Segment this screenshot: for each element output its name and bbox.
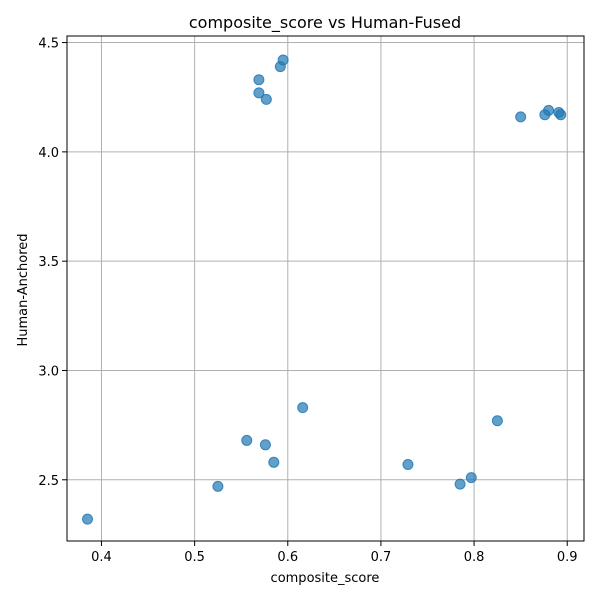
plot-frame (66, 35, 585, 542)
scatter-point (241, 434, 253, 446)
x-tick-label: 0.7 (371, 550, 392, 565)
chart-title: composite_score vs Human-Fused (189, 13, 461, 33)
y-tick-label: 4.0 (38, 146, 59, 161)
scatter-point (555, 109, 567, 121)
x-tick-label: 0.8 (464, 550, 485, 565)
scatter-point (277, 54, 289, 66)
scatter-point (465, 472, 477, 484)
scatter-point (259, 439, 271, 451)
scatter-point (454, 478, 466, 490)
scatter-point (268, 456, 280, 468)
scatter-point (491, 415, 503, 427)
x-tick-label: 0.9 (557, 550, 578, 565)
scatter-point (260, 93, 272, 105)
y-tick-label: 3.0 (38, 364, 59, 379)
x-tick-label: 0.4 (91, 550, 112, 565)
points-layer (81, 54, 567, 525)
grid-layer (67, 36, 584, 541)
scatter-point (297, 402, 309, 414)
scatter-point (402, 458, 414, 470)
x-axis-label: composite_score (271, 571, 380, 586)
scatter-point (81, 513, 93, 525)
y-tick-label: 2.5 (38, 474, 59, 489)
scatter-point (212, 480, 224, 492)
y-axis-label: Human-Anchored (16, 233, 31, 346)
y-tick-label: 4.5 (38, 37, 59, 52)
y-tick-label: 3.5 (38, 255, 59, 270)
scatter-point (543, 104, 555, 116)
scatter-point (515, 111, 527, 123)
x-tick-label: 0.5 (184, 550, 205, 565)
scatter-point (253, 87, 265, 99)
x-tick-label: 0.6 (277, 550, 298, 565)
ticks-layer: 0.4 0.5 0.6 0.7 0.8 0.9 2.5 3.0 3.5 4.0 4.5 (38, 37, 577, 565)
scatter-point (253, 74, 265, 86)
